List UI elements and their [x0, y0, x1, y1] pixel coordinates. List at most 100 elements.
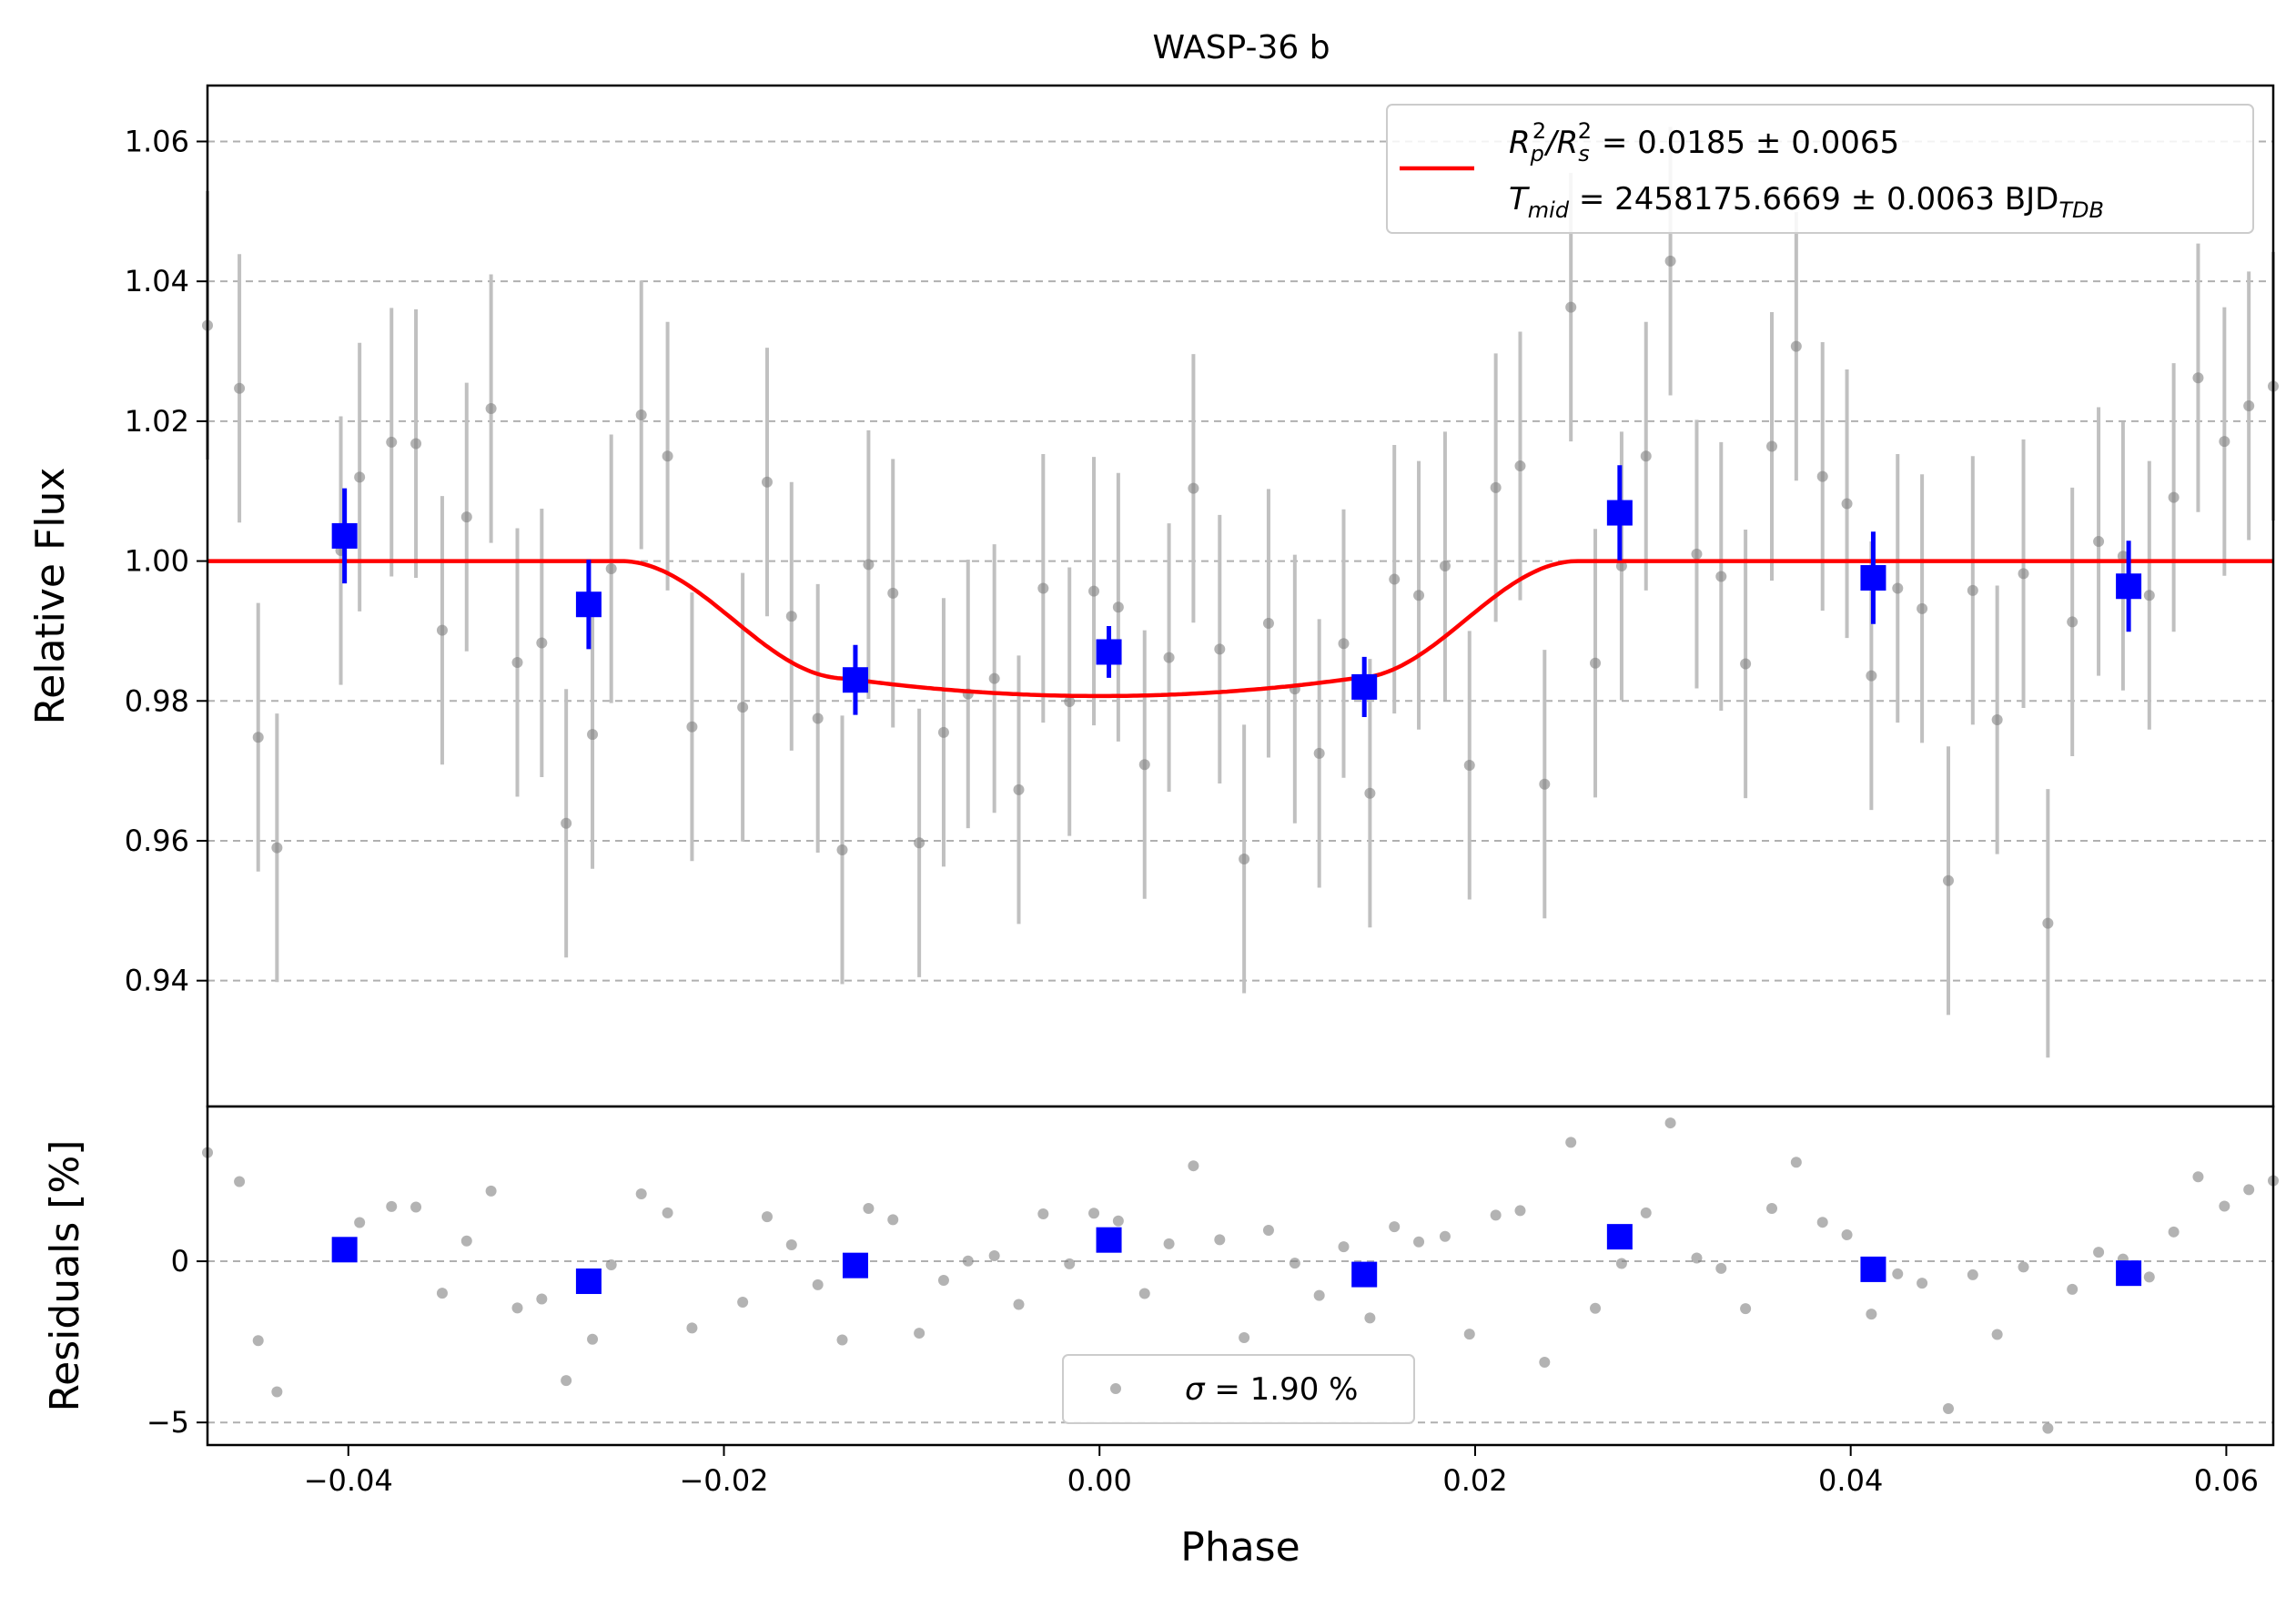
binned-point — [1351, 673, 1378, 700]
residual-raw-point — [887, 1214, 899, 1226]
raw-point — [1163, 652, 1175, 663]
raw-point — [1064, 696, 1076, 708]
residual-raw-point — [988, 1250, 1000, 1262]
residual-binned-point — [842, 1252, 868, 1279]
phase-x-tick-label: −0.02 — [679, 1463, 768, 1498]
raw-point — [1664, 255, 1676, 267]
raw-point — [2018, 568, 2029, 580]
residual-raw-point — [2067, 1283, 2079, 1295]
raw-point — [914, 837, 925, 849]
raw-point — [1338, 638, 1350, 650]
residual-raw-point — [1565, 1137, 1577, 1148]
residual-raw-point — [1389, 1221, 1401, 1233]
residual-binned-point — [1351, 1261, 1378, 1288]
residual-raw-point — [1163, 1238, 1175, 1249]
chart-title: WASP-36 b — [1152, 29, 1330, 66]
raw-point — [1866, 670, 1877, 682]
residual-raw-point — [1715, 1262, 1727, 1274]
binned-point — [2116, 573, 2142, 600]
flux-y-ticks: 0.94 0.96 0.98 1.00 1.02 1.04 1.06 — [125, 124, 207, 998]
raw-point — [460, 511, 472, 523]
residual-binned-point — [575, 1268, 602, 1295]
residual-raw-point — [511, 1302, 523, 1314]
raw-point — [1539, 778, 1551, 790]
raw-point — [1841, 498, 1853, 510]
residuals-y-tick-label: −5 — [147, 1405, 189, 1440]
residual-binned-point — [1096, 1227, 1122, 1253]
raw-point — [812, 713, 824, 724]
residual-binned-point — [1860, 1256, 1886, 1282]
residual-raw-point — [485, 1185, 497, 1197]
residual-raw-point — [1188, 1160, 1199, 1172]
raw-point — [937, 726, 949, 738]
residual-raw-point — [234, 1176, 246, 1188]
residual-raw-point — [1313, 1289, 1325, 1301]
raw-point — [662, 450, 673, 462]
residual-raw-point — [1942, 1402, 1954, 1414]
phase-x-ticks: −0.04 −0.02 0.00 0.02 0.04 0.06 — [304, 1445, 2259, 1498]
residual-binned-points — [331, 1224, 2142, 1295]
raw-point — [252, 732, 264, 743]
residual-raw-point — [1590, 1302, 1602, 1314]
residual-raw-point — [1490, 1209, 1502, 1221]
residual-raw-point — [1967, 1268, 1978, 1280]
residual-raw-points — [202, 1117, 2279, 1434]
raw-point — [988, 672, 1000, 684]
raw-point — [887, 587, 899, 599]
residual-raw-point — [1514, 1205, 1526, 1217]
residual-raw-point — [2143, 1271, 2155, 1283]
residual-raw-point — [962, 1255, 974, 1267]
raw-point — [561, 817, 572, 829]
raw-point — [271, 842, 283, 854]
residual-raw-point — [1413, 1236, 1425, 1248]
raw-point — [2243, 399, 2255, 411]
phase-x-tick-label: 0.04 — [1818, 1463, 1883, 1498]
raw-point — [686, 721, 698, 733]
residual-raw-point — [2219, 1200, 2230, 1212]
raw-point — [410, 438, 422, 450]
raw-point — [737, 702, 749, 713]
raw-point — [436, 624, 448, 636]
raw-point — [1214, 643, 1226, 655]
flux-y-tick-label: 1.00 — [125, 544, 189, 579]
flux-y-tick-label: 1.02 — [125, 404, 189, 439]
residual-raw-point — [2168, 1226, 2180, 1238]
binned-point — [331, 522, 358, 549]
raw-point — [1967, 584, 1978, 596]
residuals-panel: −5 0 −0.04 −0.02 0.00 0.02 0.04 0.06 Residuals… — [42, 1105, 2279, 1571]
raw-point — [536, 637, 548, 649]
residual-raw-point — [2042, 1422, 2054, 1434]
residual-raw-point — [2192, 1171, 2204, 1183]
raw-point — [1691, 548, 1703, 560]
raw-point — [2219, 436, 2230, 448]
raw-point — [863, 559, 875, 571]
legend-midtime-label: Tmid = 2458175.6669 ± 0.0063 BJDTDB — [1509, 181, 2104, 223]
residuals-y-axis-label: Residuals [%] — [42, 1140, 88, 1412]
residual-binned-point — [1606, 1224, 1633, 1250]
raw-point — [1615, 560, 1627, 571]
phase-x-axis-label: Phase — [1180, 1524, 1300, 1571]
residual-binned-point — [331, 1237, 358, 1263]
raw-point — [1790, 340, 1802, 352]
residuals-axes-frame — [206, 1105, 2275, 1447]
flux-legend: Rp2/Rs2 = 0.0185 ± 0.0065 Tmid = 2458175… — [1386, 104, 2254, 234]
binned-point — [1096, 639, 1122, 665]
raw-point — [1239, 853, 1250, 864]
raw-point — [1013, 783, 1025, 795]
residual-raw-point — [1664, 1117, 1676, 1129]
raw-point — [511, 657, 523, 669]
flux-y-tick-label: 0.96 — [125, 824, 189, 858]
residual-raw-point — [386, 1200, 398, 1212]
raw-point — [386, 436, 398, 448]
raw-point — [1816, 470, 1828, 482]
raw-point — [354, 471, 366, 483]
residual-raw-point — [1439, 1230, 1451, 1242]
residuals-y-ticks: −5 0 — [147, 1244, 207, 1440]
residual-raw-point — [460, 1235, 472, 1247]
raw-point — [2067, 616, 2079, 628]
phase-x-tick-label: 0.02 — [1442, 1463, 1507, 1498]
raw-point — [485, 403, 497, 415]
residual-raw-point — [2018, 1261, 2029, 1273]
residual-raw-point — [1239, 1332, 1250, 1344]
flux-legend-box — [1386, 104, 2254, 234]
